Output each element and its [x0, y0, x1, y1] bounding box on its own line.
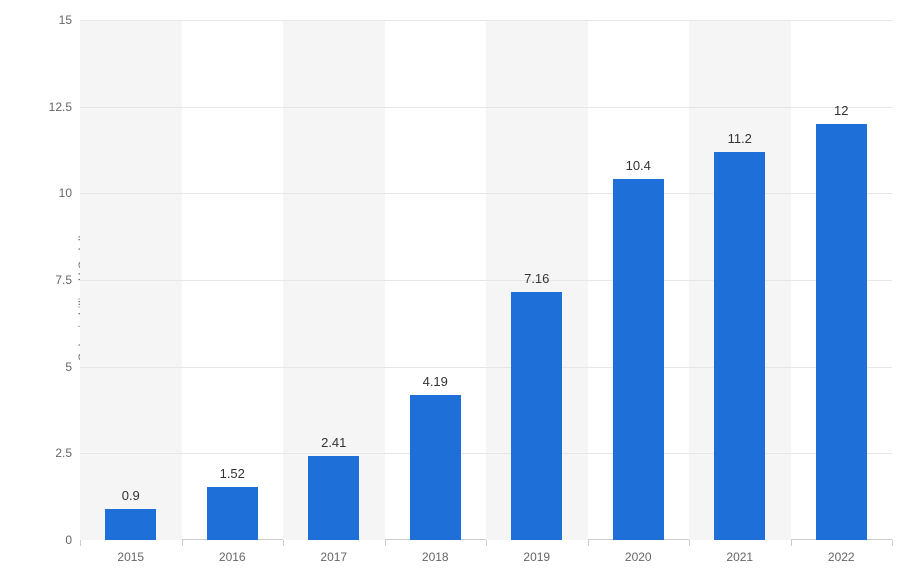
bar-value-label: 0.9 [122, 488, 140, 503]
bar[interactable]: 10.4 [613, 179, 664, 540]
bar[interactable]: 0.9 [105, 509, 156, 540]
plot-area: 02.557.51012.5150.920151.5220162.4120174… [80, 20, 892, 540]
bar[interactable]: 11.2 [714, 152, 765, 540]
y-tick-label: 0 [65, 533, 72, 547]
bar[interactable]: 4.19 [410, 395, 461, 540]
x-tick-mark [385, 540, 386, 546]
grid-line [80, 193, 892, 194]
bar[interactable]: 2.41 [308, 456, 359, 540]
bar-value-label: 10.4 [626, 158, 651, 173]
x-tick-label: 2018 [422, 550, 449, 564]
x-tick-label: 2021 [726, 550, 753, 564]
x-tick-mark [791, 540, 792, 546]
bar-value-label: 2.41 [321, 435, 346, 450]
x-tick-label: 2016 [219, 550, 246, 564]
y-tick-label: 12.5 [49, 100, 72, 114]
sales-bar-chart: Sales in billion U.S. dollars 02.557.510… [0, 0, 912, 580]
x-tick-mark [588, 540, 589, 546]
grid-line [80, 107, 892, 108]
bar[interactable]: 12 [816, 124, 867, 540]
y-tick-label: 5 [65, 360, 72, 374]
y-tick-label: 15 [59, 13, 72, 27]
y-tick-label: 7.5 [55, 273, 72, 287]
bar[interactable]: 7.16 [511, 292, 562, 540]
y-tick-label: 2.5 [55, 446, 72, 460]
x-tick-mark [182, 540, 183, 546]
y-tick-label: 10 [59, 186, 72, 200]
x-tick-mark [80, 540, 81, 546]
bar-value-label: 12 [834, 103, 848, 118]
x-tick-label: 2019 [523, 550, 550, 564]
x-tick-mark [892, 540, 893, 546]
x-tick-label: 2020 [625, 550, 652, 564]
bar-value-label: 1.52 [220, 466, 245, 481]
x-tick-label: 2017 [320, 550, 347, 564]
grid-line [80, 367, 892, 368]
bar-value-label: 11.2 [728, 131, 752, 146]
x-tick-label: 2015 [117, 550, 144, 564]
grid-line [80, 280, 892, 281]
grid-line [80, 20, 892, 21]
bar-value-label: 4.19 [423, 374, 448, 389]
bar-value-label: 7.16 [524, 271, 549, 286]
x-tick-mark [283, 540, 284, 546]
grid-line [80, 453, 892, 454]
x-tick-mark [689, 540, 690, 546]
x-tick-mark [486, 540, 487, 546]
bar[interactable]: 1.52 [207, 487, 258, 540]
x-tick-label: 2022 [828, 550, 855, 564]
